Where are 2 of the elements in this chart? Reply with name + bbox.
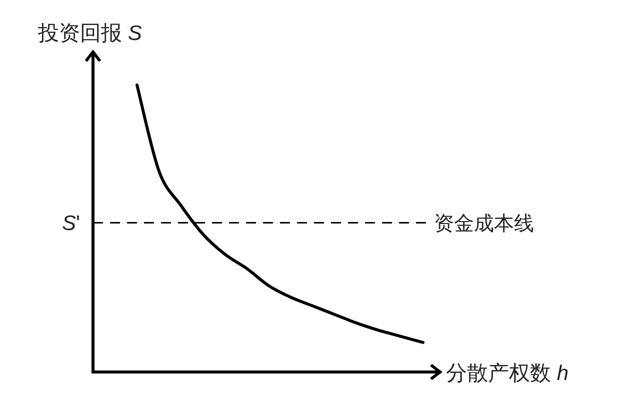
ylabel: 投资回报 S [38, 22, 142, 45]
xlabel: 分散产权数 h [446, 362, 569, 385]
